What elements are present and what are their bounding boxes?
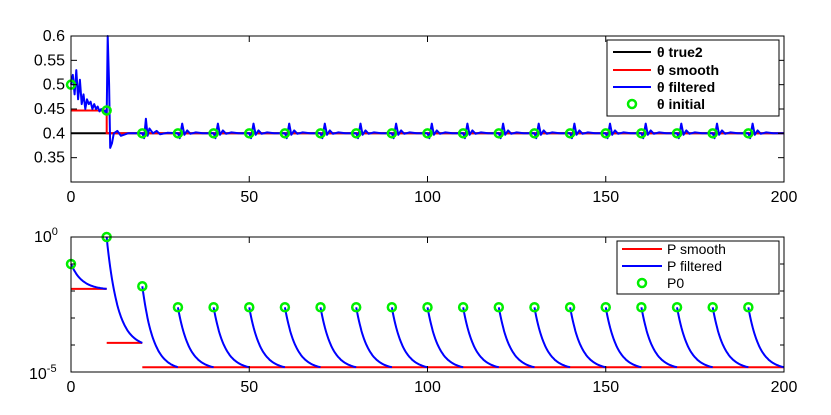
theta-initial-marker [493,128,505,139]
p0-marker [493,302,505,313]
series-p-filtered-segment [640,307,678,369]
legend-label-p0: P0 [667,275,684,291]
legend-label-theta-filtered: θ filtered [657,79,715,95]
bottom-xtick-label: 100 [414,379,441,396]
legend-label-theta-smooth: θ smooth [657,62,719,78]
top-ytick-label: 0.5 [43,77,65,94]
series-p-filtered-segment [426,307,464,369]
legend-label-theta-true2: θ true2 [657,44,703,60]
series-p-filtered-segment [390,307,428,369]
theta-initial-marker [386,128,398,139]
p0-marker [422,302,433,313]
series-p-filtered-segment [676,307,713,369]
top-xtick-label: 150 [592,189,619,206]
top-ytick-label: 0.55 [34,52,65,69]
p0-marker [636,302,647,313]
top-ytick-label: 0.45 [34,101,65,118]
bottom-legend: P smooth P filtered P0 [616,240,780,295]
top-xtick-label: 200 [771,189,798,206]
theta-initial-marker [208,128,219,139]
p0-marker [564,302,576,313]
theta-initial-marker [743,128,754,139]
p0-marker [529,302,540,313]
top-panel: 0.35 0.4 0.45 0.5 0.55 0.6 0 50 100 150 200 θ tru… [34,28,798,206]
theta-initial-marker [457,128,469,139]
theta-initial-marker [101,105,112,116]
theta-initial-marker [279,128,291,139]
top-y-ticks: 0.35 0.4 0.45 0.5 0.55 0.6 [34,28,784,167]
bottom-xtick-label: 50 [240,379,258,396]
series-p-filtered-segment [462,307,500,369]
theta-initial-marker [529,128,540,139]
series-p-filtered-segment [248,307,286,369]
series-p-filtered-segment [283,307,321,369]
legend-label-p-smooth: P smooth [667,241,726,257]
top-initial-markers [65,79,754,139]
p0-marker [244,302,255,313]
p0-marker [208,302,219,313]
theta-initial-marker [244,128,255,139]
theta-initial-marker [137,128,148,139]
top-legend: θ true2 θ smooth θ filtered θ initial [606,39,780,117]
p0-marker [671,302,683,313]
top-xtick-label: 50 [240,189,258,206]
series-p-filtered-segment [497,307,535,369]
series-p-filtered-segment [533,307,571,369]
series-p-filtered-segment [319,307,357,369]
series-p-filtered-segment [212,307,250,369]
theta-initial-marker [671,128,683,139]
theta-initial-marker [315,128,326,139]
series-p-filtered-segment [604,307,642,369]
p0-marker [707,302,718,313]
series-p-filtered-segment [355,307,393,369]
series-p-filtered-segment [105,236,143,344]
series-p-filtered-segment [747,307,785,369]
top-ytick-label: 0.6 [43,28,65,45]
p0-marker [386,302,398,313]
bottom-panel: 100 10-5 0 50 100 150 200 P smooth P filtere… [29,226,797,396]
bottom-y-ticks: 100 10-5 [29,226,784,383]
series-p-filtered-segment [569,307,607,369]
series-p-filtered-segment [176,307,214,369]
p0-marker [350,302,362,313]
bottom-ytick-label-1: 100 [34,226,58,246]
theta-initial-marker [564,128,576,139]
bottom-xtick-label: 200 [771,379,798,396]
legend-marker-theta-initial [626,98,638,110]
bottom-xtick-label: 0 [67,379,76,396]
bottom-x-ticks: 0 50 100 150 200 [67,237,798,396]
p0-marker [457,302,469,313]
theta-initial-marker [422,128,433,139]
bottom-xtick-label: 150 [592,379,619,396]
legend-label-p-filtered: P filtered [667,258,722,274]
p0-marker [315,302,326,313]
series-p-filtered-segment [70,263,107,290]
legend-marker-p0 [636,277,648,289]
series-p-filtered-segment [141,286,179,369]
top-xtick-label: 100 [414,189,441,206]
theta-initial-marker [600,128,611,139]
theta-initial-marker [172,128,184,139]
p0-marker [600,302,611,313]
theta-initial-marker [350,128,362,139]
top-xtick-label: 0 [67,189,76,206]
theta-initial-marker [707,128,718,139]
top-ytick-label: 0.35 [34,150,65,167]
p0-marker [137,280,148,292]
theta-initial-marker [636,128,647,139]
bottom-ytick-label-2: 10-5 [29,363,57,383]
top-ytick-label: 0.4 [43,125,65,142]
p0-marker [743,302,754,313]
legend-label-theta-initial: θ initial [657,96,705,112]
top-x-ticks: 0 50 100 150 200 [67,36,798,206]
p0-marker [172,302,184,313]
p0-marker [279,302,291,313]
series-p-filtered-segment [711,307,749,369]
